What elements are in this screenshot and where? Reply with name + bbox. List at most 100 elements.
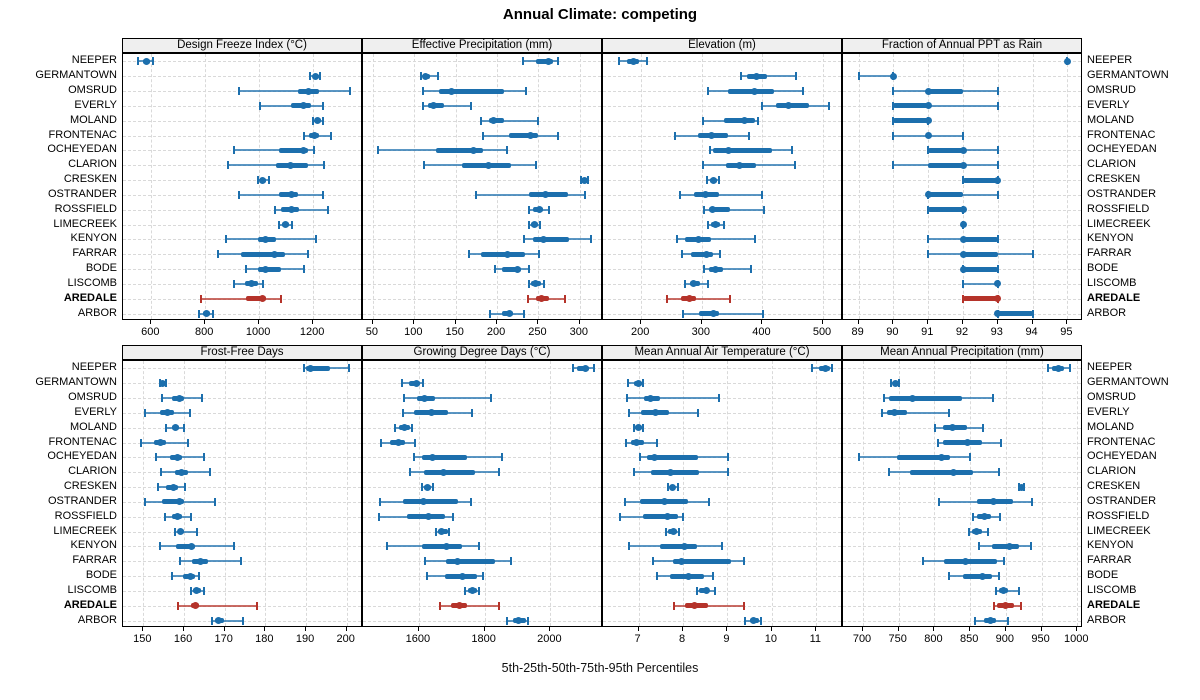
axis-tick-label: 800: [195, 326, 214, 338]
axis-tick-label: 500: [812, 326, 832, 338]
median-dot: [174, 453, 182, 461]
whisker-cap-95th: [898, 379, 901, 388]
whisker-5-95: [858, 75, 894, 78]
axis-tick-label: 180: [255, 633, 274, 645]
whisker-5-95: [422, 104, 471, 107]
whisker-cap-5th: [467, 250, 470, 259]
row-label-left: OMSRUD: [68, 84, 117, 97]
row-label-right: CLARION: [1087, 158, 1136, 171]
whisker-cap-95th: [681, 512, 684, 521]
row-label-right: CRESKEN: [1087, 480, 1141, 493]
whisker-cap-95th: [678, 527, 681, 536]
axis-tick: [1076, 627, 1078, 631]
whisker-cap-5th: [651, 557, 654, 566]
median-dot: [187, 572, 195, 580]
row-label-left: CLARION: [68, 465, 117, 478]
box-25-75: [435, 147, 483, 153]
whisker-cap-5th: [655, 572, 658, 581]
axis-tick: [483, 627, 485, 631]
horizontal-gridline: [603, 412, 841, 414]
whisker-cap-95th: [794, 161, 797, 170]
median-dot: [514, 617, 522, 625]
row-label-left: BODE: [85, 569, 117, 582]
panel-title: Mean Annual Precipitation (mm): [880, 346, 1044, 358]
median-dot: [176, 498, 184, 506]
row-label-right: CLARION: [1087, 465, 1136, 478]
whisker-cap-95th: [471, 408, 474, 417]
whisker-cap-95th: [1018, 586, 1021, 595]
whisker-5-95: [704, 208, 764, 211]
whisker-cap-5th: [237, 190, 240, 199]
median-dot: [191, 602, 199, 610]
whisker-cap-95th: [754, 235, 757, 244]
median-dot: [314, 117, 322, 125]
whisker-cap-5th: [857, 72, 860, 81]
median-dot: [468, 587, 476, 595]
median-dot: [526, 132, 534, 140]
median-dot: [542, 191, 550, 199]
row-label-left: GERMANTOWN: [35, 376, 117, 389]
whisker-cap-5th: [1047, 364, 1049, 373]
vertical-gridline: [858, 54, 860, 319]
row-label-right: ARBOR: [1087, 306, 1127, 319]
whisker-cap-5th: [572, 364, 575, 373]
whisker-cap-95th: [497, 601, 500, 610]
median-dot: [1063, 57, 1071, 65]
vertical-gridline: [224, 361, 226, 626]
whisker-cap-5th: [527, 279, 530, 288]
whisker-cap-95th: [239, 557, 242, 566]
axis-tick: [822, 320, 823, 324]
whisker-cap-5th: [993, 601, 996, 610]
median-dot: [158, 379, 166, 387]
median-dot: [485, 161, 493, 169]
whisker-cap-95th: [527, 265, 530, 274]
whisker-cap-95th: [718, 394, 721, 403]
vertical-gridline: [151, 54, 153, 319]
vertical-gridline: [372, 54, 374, 319]
whisker-cap-95th: [718, 176, 721, 185]
median-dot: [505, 310, 513, 318]
whisker-5-95: [481, 119, 539, 122]
whisker-cap-5th: [857, 453, 860, 462]
box-25-75: [724, 118, 756, 124]
box-25-75: [997, 311, 1033, 317]
horizontal-gridline: [123, 457, 361, 459]
whisker-5-95: [679, 193, 763, 196]
vertical-gridline: [346, 361, 348, 626]
whisker-cap-5th: [419, 72, 422, 81]
median-dot: [711, 265, 719, 273]
box-25-75: [480, 251, 526, 257]
median-dot: [634, 379, 642, 387]
whisker-cap-5th: [684, 279, 687, 288]
whisker-cap-95th: [437, 72, 440, 81]
axis-tick: [770, 627, 772, 631]
whisker-cap-95th: [969, 453, 972, 462]
row-label-left: EVERLY: [74, 98, 117, 111]
box-25-75: [508, 133, 538, 139]
box-25-75: [535, 58, 554, 64]
median-dot: [394, 439, 402, 447]
row-label-right: AREDALE: [1087, 598, 1141, 611]
row-label-left: CRESKEN: [63, 173, 117, 186]
horizontal-gridline: [123, 487, 361, 489]
axis-tick-label: 300: [569, 326, 588, 338]
vertical-gridline: [863, 361, 864, 626]
horizontal-gridline: [363, 590, 601, 592]
whisker-cap-95th: [962, 131, 964, 140]
whisker-cap-95th: [708, 497, 711, 506]
median-dot: [530, 221, 538, 229]
median-dot: [924, 117, 932, 125]
whisker-cap-95th: [1069, 364, 1072, 373]
whisker-cap-95th: [714, 586, 716, 595]
row-label-right: BODE: [1087, 569, 1119, 582]
axis-tick-label: 750: [888, 633, 907, 645]
whisker-5-95: [741, 75, 796, 78]
row-label-right: OSTRANDER: [1087, 494, 1157, 507]
axis-tick-label: 190: [295, 633, 315, 645]
whisker-cap-95th: [432, 483, 435, 492]
whisker-cap-5th: [278, 220, 281, 229]
median-dot: [736, 161, 744, 169]
whisker-cap-5th: [892, 87, 895, 96]
box-25-75: [175, 543, 195, 549]
whisker-cap-95th: [189, 408, 192, 417]
